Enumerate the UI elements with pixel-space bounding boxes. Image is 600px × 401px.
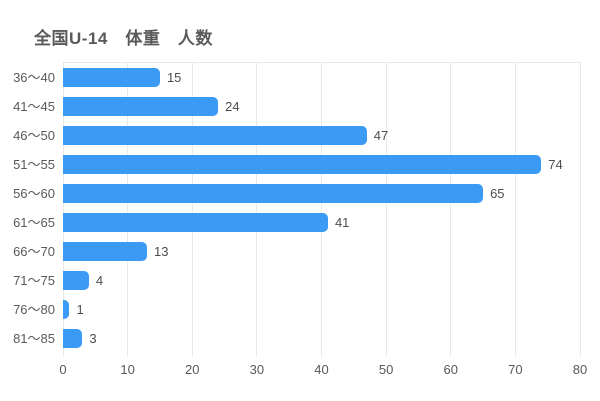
category-label: 61〜65 <box>13 215 55 230</box>
gridline-0 <box>62 62 64 357</box>
value-label: 4 <box>95 273 104 288</box>
bar-71〜75[interactable] <box>63 271 89 290</box>
gridline-30 <box>256 62 258 357</box>
category-label: 71〜75 <box>13 273 55 288</box>
category-label: 51〜55 <box>13 157 55 172</box>
value-label: 1 <box>76 302 84 317</box>
value-label: 65 <box>490 186 505 201</box>
x-tick-label-10: 10 <box>120 362 135 377</box>
gridline-50 <box>385 62 387 357</box>
x-tick-label-80: 80 <box>572 362 588 377</box>
gridline-70 <box>514 62 516 357</box>
category-label: 76〜80 <box>13 302 55 317</box>
x-tick-label-70: 70 <box>508 362 523 377</box>
plot-top-border <box>63 62 580 63</box>
bar-41〜45[interactable] <box>63 97 219 116</box>
value-label: 13 <box>154 244 169 259</box>
x-tick-label-60: 60 <box>443 362 458 377</box>
value-label: 47 <box>373 128 389 143</box>
value-label: 3 <box>89 331 97 346</box>
value-label: 15 <box>166 70 182 85</box>
bar-51〜55[interactable] <box>63 155 542 174</box>
gridline-40 <box>321 62 322 357</box>
category-label: 66〜70 <box>13 244 55 259</box>
category-label: 46〜50 <box>13 128 55 143</box>
x-tick-label-50: 50 <box>378 362 394 377</box>
bar-46〜50[interactable] <box>63 126 367 145</box>
chart-title: 全国U-14 体重 人数 <box>34 29 213 48</box>
gridline-10 <box>127 62 129 357</box>
value-label: 41 <box>334 215 350 230</box>
gridline-60 <box>450 62 452 357</box>
x-tick-label-30: 30 <box>249 362 265 377</box>
category-label: 56〜60 <box>13 186 55 201</box>
gridline-80 <box>579 62 581 357</box>
bar-36〜40[interactable] <box>63 68 160 87</box>
gridline-20 <box>191 62 193 357</box>
x-tick-label-40: 40 <box>314 362 329 377</box>
category-label: 41〜45 <box>13 99 55 114</box>
x-tick-label-0: 0 <box>59 362 67 377</box>
bar-61〜65[interactable] <box>63 213 328 232</box>
bar-76〜80[interactable] <box>63 300 70 319</box>
bar-81〜85[interactable] <box>63 329 83 348</box>
x-tick-label-20: 20 <box>185 362 200 377</box>
bar-66〜70[interactable] <box>63 242 147 261</box>
category-label: 36〜40 <box>13 70 55 85</box>
category-label: 81〜85 <box>13 331 55 346</box>
value-label: 74 <box>548 157 563 172</box>
bar-56〜60[interactable] <box>63 184 484 203</box>
value-label: 24 <box>225 99 240 114</box>
